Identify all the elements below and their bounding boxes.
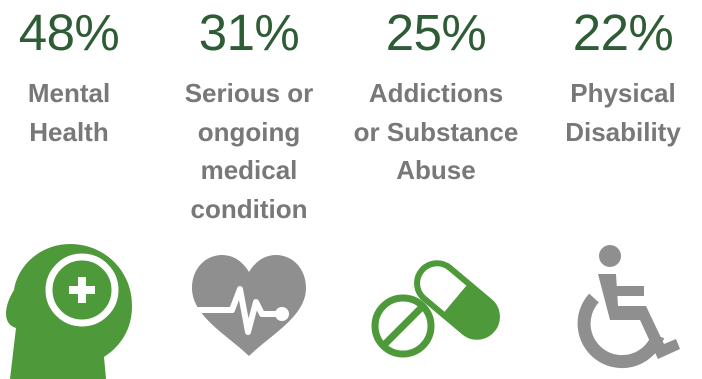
stat-label-line: medical [200,155,298,185]
stat-percentage: 25% [385,4,487,61]
stat-label-line: Health [29,116,109,147]
stat-label-line: condition [190,193,308,224]
stat-mental-health: 48% Mental Health [0,0,157,379]
stat-label-line: Addictions [368,78,504,108]
stat-percentage: 22% [572,4,674,61]
stat-label-line: Serious or [184,78,314,108]
head-with-plus-icon [6,240,132,379]
pill-capsule-icon [371,240,500,379]
stat-label: Physical Disability [529,74,702,151]
stat-label-line: Disability [565,116,681,147]
stat-physical-disability: 22% Physical Disability [535,0,702,379]
stat-label-line: Abuse [396,155,476,185]
stat-label: Addictions or Substance Abuse [342,74,530,190]
stat-label: Serious or ongoing medical condition [155,74,343,228]
stat-percentage: 31% [198,4,300,61]
stat-label: Mental Health [0,74,163,151]
stat-substance-abuse: 25% Addictions or Substance Abuse [348,0,524,379]
stat-label-line: Physical [570,78,676,108]
wheelchair-icon [560,240,686,379]
stat-label-line: ongoing [197,116,301,147]
stat-medical-condition: 31% Serious or ongoing medical condition [161,0,337,379]
stat-label-line: Mental [27,78,111,108]
heartbeat-heart-icon [186,240,312,379]
stat-percentage: 48% [18,4,120,61]
stat-label-line: or Substance [353,116,519,147]
